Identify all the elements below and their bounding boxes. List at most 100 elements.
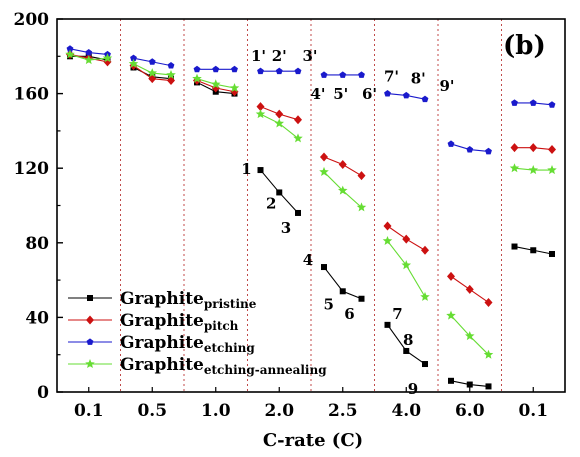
data-point (485, 383, 492, 390)
data-point (421, 95, 429, 103)
data-point (320, 152, 328, 162)
data-point (128, 58, 139, 68)
data-point (448, 377, 454, 384)
data-point (275, 67, 283, 75)
data-point (485, 147, 492, 155)
data-point (255, 109, 266, 119)
data-point (548, 101, 556, 108)
data-point (509, 163, 520, 173)
legend-subscript: pitch (204, 319, 239, 333)
legend-label: Graphiteetching-annealing (120, 355, 327, 377)
data-point (547, 165, 557, 175)
data-point (384, 90, 391, 97)
series-layer (65, 45, 557, 390)
point-annotation: 1' (251, 47, 266, 65)
axes: 0 40 80 120 160 200 0.1 0.5 1.0 2.0 2.5 4.0 6.0 0.1 (14, 10, 566, 421)
data-point (102, 53, 113, 63)
data-point (483, 349, 494, 359)
data-point (382, 235, 393, 245)
data-point (401, 260, 412, 270)
data-point (275, 109, 284, 119)
point-annotation: 8 (403, 331, 413, 349)
data-point (358, 71, 365, 78)
segment-dividers (120, 19, 502, 392)
y-tick-label: 40 (25, 308, 49, 328)
data-point (85, 359, 95, 369)
x-tick-label: 2.0 (264, 401, 294, 421)
data-point (402, 234, 411, 244)
data-point (403, 347, 410, 354)
x-tick-label: 0.5 (137, 401, 167, 421)
x-axis-title: C-rate (C) (263, 430, 363, 451)
legend-subscript: pristine (204, 297, 257, 311)
x-tick-label: 6.0 (455, 401, 485, 421)
data-point (337, 185, 348, 195)
data-point (384, 321, 391, 328)
data-point (166, 69, 176, 79)
data-point (356, 202, 367, 212)
data-point (339, 288, 346, 295)
data-point (464, 331, 475, 341)
data-point (420, 291, 430, 301)
data-point (167, 62, 175, 69)
legend-subscript: etching-annealing (204, 363, 327, 377)
x-tick-label: 0.1 (74, 401, 104, 421)
point-annotation: 4 (303, 251, 313, 269)
point-annotation: 4' (310, 85, 325, 103)
data-point (87, 295, 93, 301)
legend-label: Graphiteetching (120, 333, 255, 355)
point-annotation: 1 (241, 160, 251, 178)
point-annotation: 8' (411, 69, 426, 87)
point-annotation: 5' (333, 85, 348, 103)
data-point (529, 99, 537, 106)
legend: GraphitepristineGraphitepitchGraphiteetc… (68, 289, 327, 377)
data-point (86, 315, 94, 325)
y-tick-label: 200 (14, 10, 50, 30)
data-point (466, 381, 473, 388)
data-point (147, 68, 158, 78)
data-point (321, 264, 327, 271)
data-point (86, 338, 94, 345)
data-point (338, 159, 347, 169)
x-tick-label: 2.5 (328, 401, 358, 421)
point-annotation: 3' (302, 47, 317, 65)
legend-item-pitch: Graphitepitch (68, 311, 239, 333)
point-annotation: 7 (392, 305, 402, 323)
series-etching (66, 45, 556, 155)
legend-subscript: etching (204, 341, 255, 355)
data-point (421, 245, 429, 255)
data-point (65, 49, 75, 59)
data-point (319, 166, 329, 176)
data-point (510, 143, 519, 153)
data-point (130, 54, 137, 62)
x-tick-label: 0.1 (518, 401, 548, 421)
data-point (193, 65, 201, 73)
series-etching-annealing (65, 49, 557, 359)
data-point (148, 58, 156, 65)
legend-label: Graphitepitch (120, 311, 239, 333)
data-point (210, 79, 221, 89)
legend-item-pristine: Graphitepristine (68, 289, 257, 311)
data-point (528, 165, 539, 175)
data-point (549, 250, 555, 257)
series-line-segment (387, 240, 426, 298)
data-point (383, 221, 392, 231)
x-tick-label: 1.0 (201, 401, 231, 421)
data-point (484, 297, 493, 307)
data-point (294, 67, 302, 75)
point-annotation: 6 (344, 305, 354, 323)
point-annotation: 5 (324, 295, 334, 313)
legend-label: Graphitepristine (120, 289, 257, 311)
point-annotation: 6' (362, 85, 377, 103)
data-point (231, 65, 238, 73)
data-point (276, 189, 283, 196)
data-point (357, 171, 366, 181)
data-point (466, 145, 474, 153)
data-point (402, 91, 410, 99)
point-annotation: 2' (272, 47, 287, 65)
x-tick-label: 4.0 (391, 401, 421, 421)
point-annotation: 7' (384, 68, 399, 86)
data-point (511, 99, 518, 106)
y-tick-label: 80 (25, 234, 49, 254)
